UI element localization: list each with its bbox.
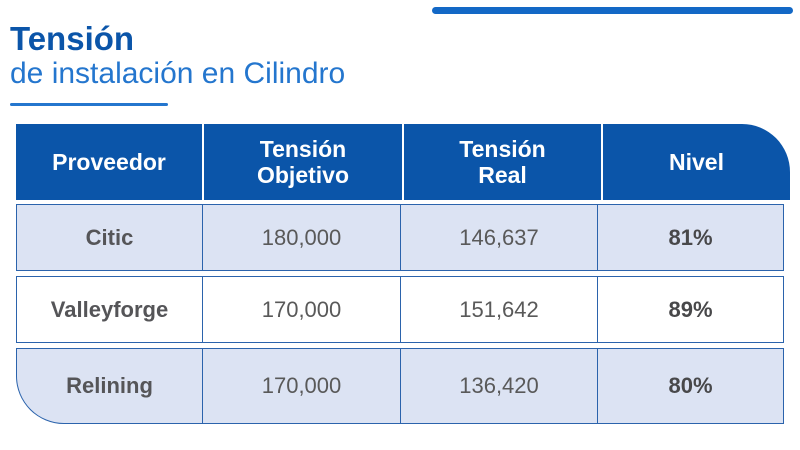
cell-tension-objetivo: 180,000 bbox=[202, 204, 400, 271]
top-accent-bar bbox=[432, 7, 793, 14]
cell-proveedor: Relining bbox=[16, 348, 202, 424]
table-row-relining: Relining 170,000 136,420 80% bbox=[16, 348, 784, 424]
cell-tension-objetivo: 170,000 bbox=[202, 348, 400, 424]
table-row-citic: Citic 180,000 146,637 81% bbox=[16, 204, 784, 271]
page-subtitle: de instalación en Cilindro bbox=[10, 57, 346, 90]
cell-tension-real: 146,637 bbox=[400, 204, 597, 271]
title-block: Tensión de instalación en Cilindro bbox=[10, 20, 345, 106]
column-header-tension-objetivo: Tensión Objetivo bbox=[204, 124, 402, 200]
cell-nivel: 89% bbox=[597, 276, 784, 343]
cell-proveedor: Valleyforge bbox=[16, 276, 202, 343]
page-title: Tensión bbox=[10, 20, 135, 57]
cell-nivel: 81% bbox=[597, 204, 784, 271]
column-header-proveedor: Proveedor bbox=[16, 124, 202, 200]
column-header-tension-real: Tensión Real bbox=[404, 124, 601, 200]
cell-tension-objetivo: 170,000 bbox=[202, 276, 400, 343]
cell-tension-real: 136,420 bbox=[400, 348, 597, 424]
table-row-valleyforge: Valleyforge 170,000 151,642 89% bbox=[16, 276, 784, 343]
tension-table: Proveedor Tensión Objetivo Tensión Real … bbox=[16, 124, 790, 424]
table-body: Citic 180,000 146,637 81% Valleyforge 17… bbox=[16, 204, 784, 424]
cell-tension-real: 151,642 bbox=[400, 276, 597, 343]
cell-nivel: 80% bbox=[597, 348, 784, 424]
table-header-row: Proveedor Tensión Objetivo Tensión Real … bbox=[16, 124, 790, 200]
cell-proveedor: Citic bbox=[16, 204, 202, 271]
column-header-nivel: Nivel bbox=[603, 124, 790, 200]
title-underline bbox=[10, 103, 168, 106]
